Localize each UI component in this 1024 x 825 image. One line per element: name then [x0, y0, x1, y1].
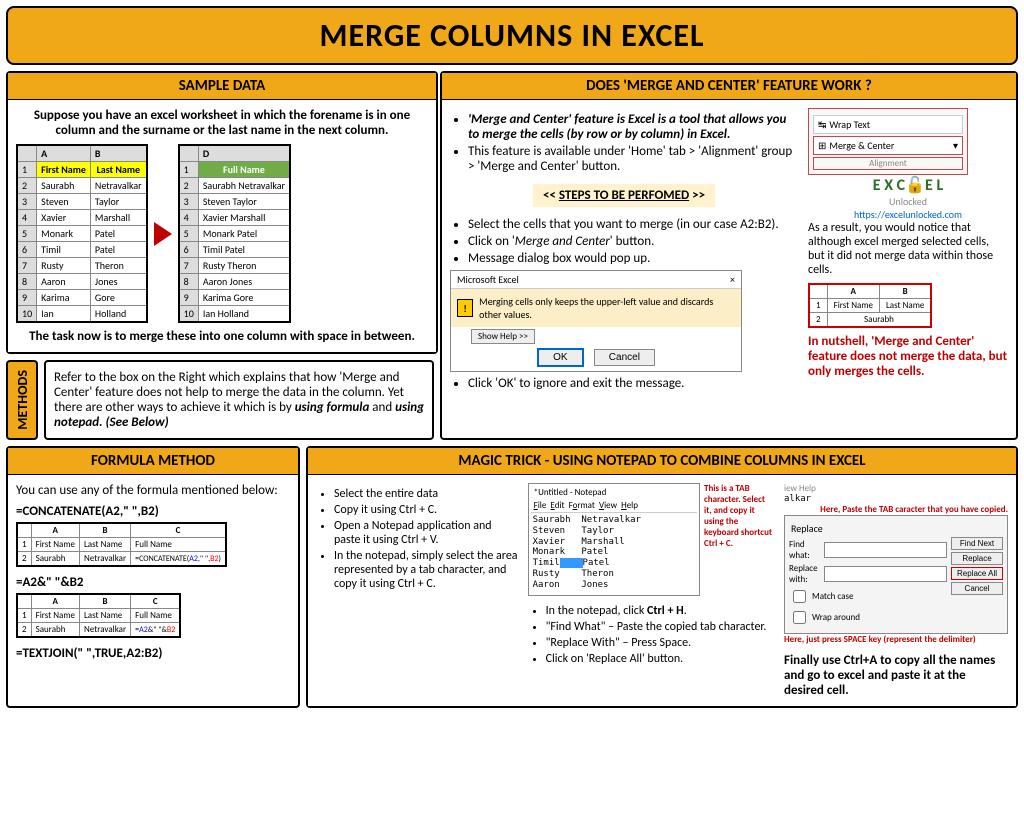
wrap-around-checkbox[interactable] — [793, 611, 806, 624]
replace-input[interactable] — [824, 566, 947, 582]
formula-header: FORMULA METHOD — [8, 448, 298, 475]
np-step: Click on 'Replace All' button. — [546, 652, 774, 666]
formula-table-2: ABC 1First NameLast NameFull Name 2Saura… — [16, 593, 181, 638]
arrow-right-icon — [154, 222, 172, 246]
find-next-button[interactable]: Find Next — [951, 537, 1003, 550]
methods-text: Refer to the box on the Right which expl… — [44, 360, 434, 440]
replace-button[interactable]: Replace — [951, 552, 1003, 565]
final-instruction: Finally use Ctrl+A to copy all the names… — [784, 653, 1008, 698]
np-step: Copy it using Ctrl + C. — [334, 503, 518, 517]
methods-box: METHODS Refer to the box on the Right wh… — [6, 360, 434, 440]
np-step: In the notepad, simply select the area r… — [334, 549, 518, 591]
np-step: "Replace With" – Press Space. — [546, 636, 774, 650]
excel-dialog: Microsoft Excel× !Merging cells only kee… — [450, 270, 742, 372]
ribbon-alignment: ↹Wrap Text ⊞Merge & Center▾ Alignment — [808, 108, 968, 175]
replace-dialog: Replace Find what: Replace with: Match c… — [784, 515, 1008, 634]
mc-bullet: 'Merge and Center' feature is Excel is a… — [468, 112, 798, 142]
warning-icon: ! — [457, 299, 473, 317]
formula-method-box: FORMULA METHOD You can use any of the fo… — [6, 446, 300, 708]
mc-step: Click on 'Merge and Center' button. — [468, 234, 798, 249]
mc-step: Select the cells that you want to merge … — [468, 217, 798, 232]
notepad-window: *Untitled - Notepad File Edit Format Vie… — [528, 483, 700, 596]
mc-step: Click 'OK' to ignore and exit the messag… — [468, 376, 798, 391]
mc-step: Message dialog box would pop up. — [468, 251, 798, 266]
ok-button[interactable]: OK — [537, 348, 583, 367]
merge-center-box: DOES 'MERGE AND CENTER' FEATURE WORK ? '… — [440, 71, 1018, 440]
formula-2: =A2&" "&B2 — [16, 575, 290, 590]
sample-data-header: SAMPLE DATA — [8, 73, 436, 100]
cancel-button[interactable]: Cancel — [594, 349, 655, 366]
methods-label: METHODS — [6, 360, 38, 440]
formula-intro: You can use any of the formula mentioned… — [16, 483, 290, 498]
notepad-trick-box: MAGIC TRICK - USING NOTEPAD TO COMBINE C… — [306, 446, 1018, 708]
wrap-text-button[interactable]: ↹Wrap Text — [813, 115, 963, 134]
merge-center-header: DOES 'MERGE AND CENTER' FEATURE WORK ? — [442, 73, 1016, 100]
page-title-bar: MERGE COLUMNS IN EXCEL — [6, 6, 1018, 65]
space-note: Here, just press SPACE key (represent th… — [784, 634, 1008, 645]
notepad-header: MAGIC TRICK - USING NOTEPAD TO COMBINE C… — [308, 448, 1016, 475]
formula-3: =TEXTJOIN(" ",TRUE,A2:B2) — [16, 646, 290, 661]
steps-header: << << STEPS TO BE PERFOMED >>STEPS TO BE… — [533, 184, 715, 207]
tab-note: This is a TAB character. Select it, and … — [704, 483, 774, 549]
result-table: D 1Full Name 2Saurabh Netravalkar 3Steve… — [178, 144, 291, 323]
replace-all-button[interactable]: Replace All — [951, 567, 1003, 580]
excel-unlocked-logo: E X C🔓E L — [808, 175, 1008, 195]
mc-bullet: This feature is available under 'Home' t… — [468, 144, 798, 174]
page-title: MERGE COLUMNS IN EXCEL — [16, 16, 1008, 55]
alignment-group-label: Alignment — [813, 157, 963, 170]
sample-data-box: SAMPLE DATA Suppose you have an excel wo… — [6, 71, 438, 354]
np-step: In the notepad, click Ctrl + H. — [546, 604, 774, 618]
find-input[interactable] — [824, 542, 947, 558]
np-step: Select the entire data — [334, 487, 518, 501]
np-step: "Find What" – Paste the copied tab chara… — [546, 620, 774, 634]
result-note: As a result, you would notice that altho… — [808, 221, 1008, 277]
paste-note: Here, Paste the TAB caracter that you ha… — [784, 504, 1008, 515]
merged-result-table: AB 1First NameLast Name 2Saurabh — [808, 283, 932, 328]
formula-1: =CONCATENATE(A2," ",B2) — [16, 504, 290, 519]
source-table: AB 1First NameLast Name 2SaurabhNetraval… — [16, 144, 148, 323]
formula-table-1: ABC 1First NameLast NameFull Name 2Saura… — [16, 522, 227, 567]
close-icon[interactable]: × — [730, 273, 735, 286]
cancel-button[interactable]: Cancel — [951, 582, 1003, 595]
show-help-button[interactable]: Show Help >> — [471, 329, 535, 344]
sample-tables: AB 1First NameLast Name 2SaurabhNetraval… — [16, 144, 428, 323]
np-step: Open a Notepad application and paste it … — [334, 519, 518, 547]
sample-task: The task now is to merge these into one … — [16, 329, 428, 344]
website-link[interactable]: https://excelunlocked.com — [808, 208, 1008, 221]
nutshell-note: In nutshell, 'Merge and Center' feature … — [808, 334, 1008, 379]
sample-intro: Suppose you have an excel worksheet in w… — [16, 108, 428, 138]
merge-center-button[interactable]: ⊞Merge & Center▾ — [813, 136, 963, 155]
match-case-checkbox[interactable] — [793, 590, 806, 603]
